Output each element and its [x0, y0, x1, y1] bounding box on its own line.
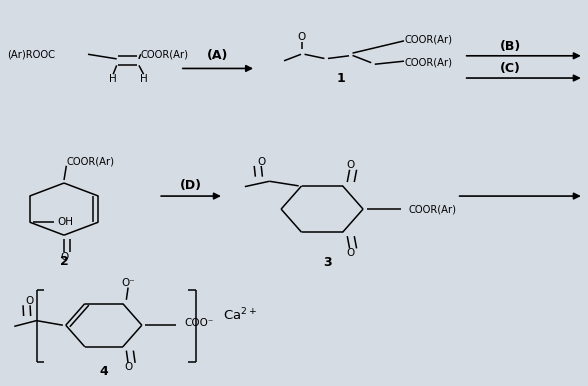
Text: COOR(Ar): COOR(Ar)	[409, 204, 457, 214]
Text: OH: OH	[58, 217, 74, 227]
Text: H: H	[141, 74, 148, 84]
Text: O: O	[25, 296, 34, 306]
Text: O: O	[125, 362, 133, 372]
Text: COOR(Ar): COOR(Ar)	[67, 157, 115, 167]
Text: O: O	[347, 160, 355, 170]
Text: Ca$^{2+}$: Ca$^{2+}$	[223, 306, 257, 323]
Text: (A): (A)	[207, 49, 229, 62]
Text: (C): (C)	[500, 62, 521, 75]
Text: COOR(Ar): COOR(Ar)	[404, 35, 452, 45]
Text: O⁻: O⁻	[122, 278, 136, 288]
Text: 3: 3	[323, 256, 332, 269]
Text: (Ar)ROOC: (Ar)ROOC	[7, 49, 55, 59]
Text: 4: 4	[99, 365, 108, 378]
Text: COOR(Ar): COOR(Ar)	[140, 49, 188, 59]
Text: (B): (B)	[500, 40, 521, 53]
Text: O: O	[257, 157, 265, 167]
Text: H: H	[109, 74, 116, 84]
Text: COOR(Ar): COOR(Ar)	[404, 58, 452, 68]
Text: O: O	[60, 252, 68, 262]
Text: O: O	[347, 248, 355, 258]
Text: 2: 2	[59, 256, 68, 269]
Text: 1: 1	[336, 72, 345, 85]
Text: O: O	[297, 32, 305, 42]
Text: COO⁻: COO⁻	[184, 318, 213, 328]
Text: (D): (D)	[180, 179, 202, 192]
